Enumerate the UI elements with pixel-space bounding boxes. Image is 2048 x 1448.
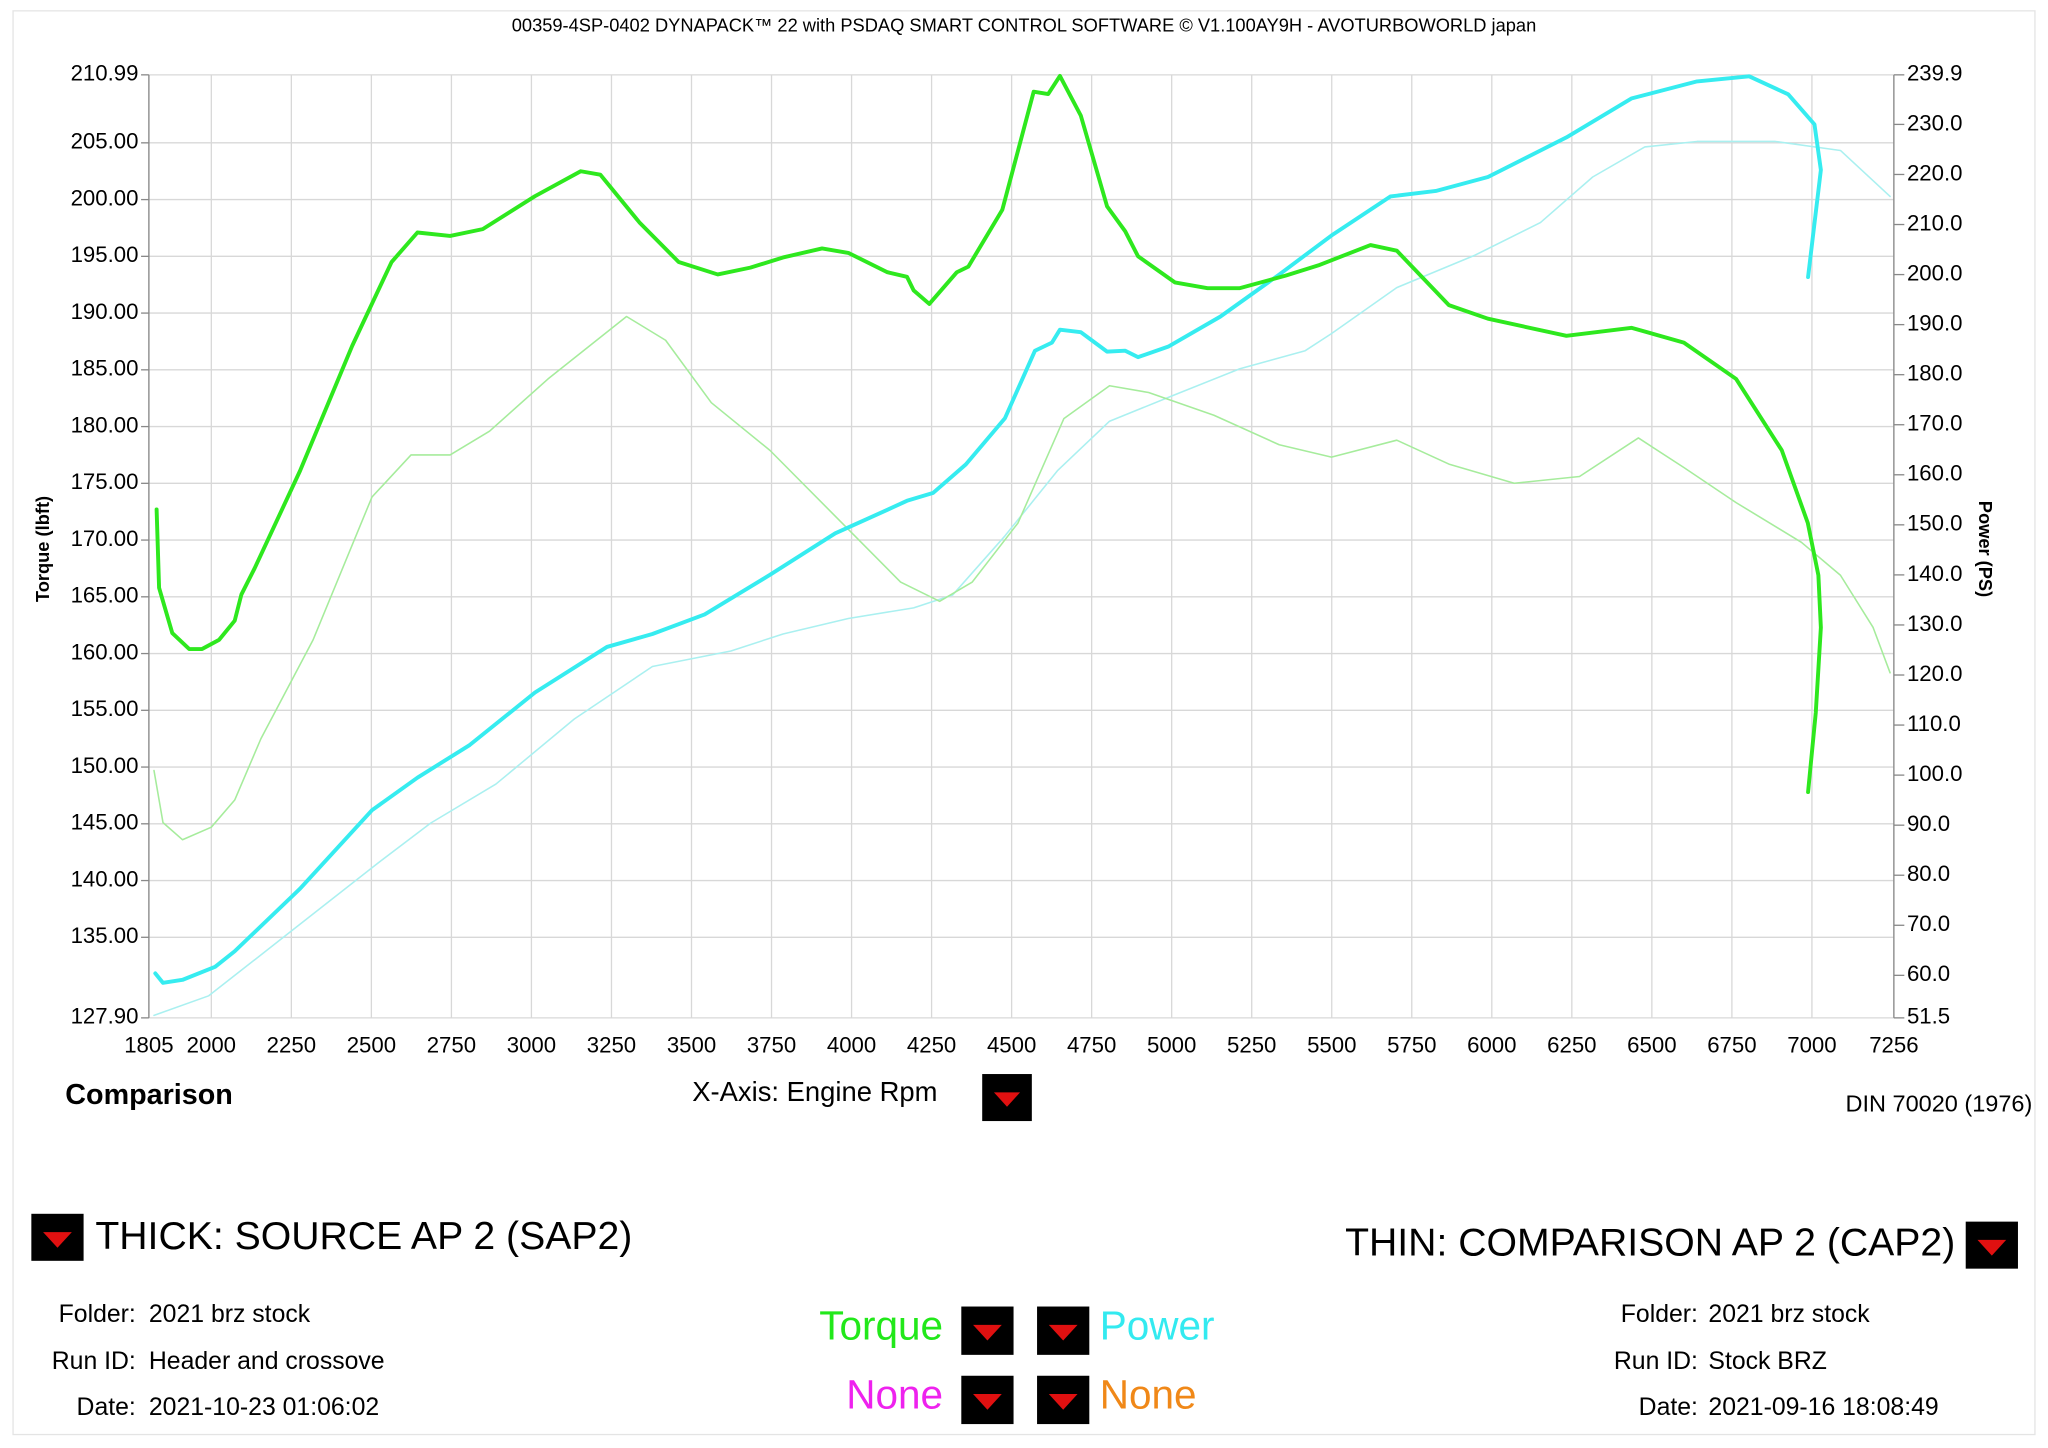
y-tick-label: 180.00	[71, 412, 139, 437]
y2-tick-label: 90.0	[1907, 811, 1950, 836]
y-tick-label: 145.00	[71, 810, 139, 835]
channel-dropdown[interactable]	[1037, 1306, 1090, 1355]
y2-tick-label: 130.0	[1907, 611, 1963, 636]
y-tick-label: 170.00	[71, 526, 139, 551]
y2-tick-label: 150.0	[1907, 511, 1963, 536]
channel-label: Power	[1100, 1302, 1215, 1348]
x-tick-label: 7256	[1869, 1032, 1918, 1057]
y2-tick-label: 200.0	[1907, 260, 1963, 285]
x-tick-label: 3500	[667, 1032, 716, 1057]
field-label: Run ID:	[52, 1348, 136, 1375]
x-tick-label: 6000	[1467, 1032, 1516, 1057]
comparison-title: THIN: COMPARISON AP 2 (CAP2)	[1345, 1221, 1955, 1264]
series-line	[154, 73, 1823, 795]
field-value: Stock BRZ	[1708, 1348, 1827, 1375]
field-label: Folder:	[1621, 1301, 1698, 1328]
y2-tick-label: 190.0	[1907, 310, 1963, 335]
series-line	[153, 140, 1891, 1017]
y2-tick-label: 120.0	[1907, 661, 1963, 686]
y2-tick-label: 60.0	[1907, 961, 1950, 986]
x-tick-label: 2000	[187, 1032, 236, 1057]
y-tick-label: 155.00	[71, 696, 139, 721]
channel-dropdown[interactable]	[961, 1375, 1014, 1425]
y-tick-label: 185.00	[71, 356, 139, 381]
x-tick-label: 6500	[1627, 1032, 1676, 1057]
channel-label: None	[1100, 1372, 1197, 1418]
x-axis-title: X-Axis: Engine Rpm	[692, 1076, 937, 1107]
y-tick-label: 200.00	[71, 185, 139, 210]
y2-tick-label: 180.0	[1907, 361, 1963, 386]
y2-tick-label: 210.0	[1907, 210, 1963, 235]
y-tick-label: 175.00	[71, 469, 139, 494]
y2-tick-label: 220.0	[1907, 160, 1963, 185]
y2-tick-label: 160.0	[1907, 461, 1963, 486]
field-value: 2021-09-16 18:08:49	[1708, 1394, 1938, 1421]
y-tick-label: 165.00	[71, 583, 139, 608]
field-value: 2021 brz stock	[149, 1301, 311, 1328]
field-value: 2021 brz stock	[1708, 1301, 1870, 1328]
y-tick-label: 210.99	[71, 61, 139, 86]
source-title: THICK: SOURCE AP 2 (SAP2)	[95, 1215, 632, 1258]
chart-title: 00359-4SP-0402 DYNAPACK™ 22 with PSDAQ S…	[512, 14, 1536, 35]
x-tick-label: 5750	[1387, 1032, 1436, 1057]
x-tick-label: 5250	[1227, 1032, 1276, 1057]
x-tick-label: 2500	[347, 1032, 396, 1057]
y-tick-label: 140.00	[71, 866, 139, 891]
x-tick-label: 6750	[1707, 1032, 1756, 1057]
field-label: Date:	[77, 1394, 136, 1421]
mode-label: Comparison	[65, 1079, 233, 1111]
y2-tick-label: 140.0	[1907, 561, 1963, 586]
source-dropdown[interactable]	[31, 1213, 84, 1261]
y2-tick-label: 51.5	[1907, 1004, 1950, 1029]
x-tick-label: 2250	[267, 1032, 316, 1057]
comparison-dropdown[interactable]	[1965, 1221, 2018, 1269]
x-tick-label: 7000	[1787, 1032, 1836, 1057]
field-value: Header and crossove	[149, 1348, 385, 1375]
x-axis-dropdown[interactable]	[982, 1074, 1032, 1122]
x-tick-label: 2750	[427, 1032, 476, 1057]
series-line	[153, 315, 1891, 841]
channel-dropdown[interactable]	[1037, 1375, 1090, 1425]
x-tick-label: 3250	[587, 1032, 636, 1057]
x-tick-label: 1805	[124, 1032, 173, 1057]
standard-label: DIN 70020 (1976)	[1846, 1091, 2033, 1117]
channel-dropdown[interactable]	[961, 1306, 1014, 1355]
x-tick-label: 5000	[1147, 1032, 1196, 1057]
y2-tick-label: 100.0	[1907, 761, 1963, 786]
x-tick-label: 4500	[987, 1032, 1036, 1057]
y-axis-title: Torque (lbft)	[32, 496, 53, 602]
x-tick-label: 6250	[1547, 1032, 1596, 1057]
x-tick-label: 4250	[907, 1032, 956, 1057]
series-line	[153, 74, 1823, 985]
y-tick-label: 205.00	[71, 129, 139, 154]
x-tick-label: 5500	[1307, 1032, 1356, 1057]
field-label: Run ID:	[1614, 1348, 1698, 1375]
channel-label: Torque	[819, 1302, 943, 1348]
x-tick-label: 3000	[507, 1032, 556, 1057]
field-label: Date:	[1639, 1394, 1698, 1421]
frame	[12, 10, 2036, 1436]
y-tick-label: 195.00	[71, 242, 139, 267]
y2-axis-title: Power (PS)	[1975, 501, 1996, 597]
y-tick-label: 190.00	[71, 299, 139, 324]
y2-tick-label: 239.9	[1907, 61, 1963, 86]
y2-tick-label: 170.0	[1907, 411, 1963, 436]
field-value: 2021-10-23 01:06:02	[149, 1394, 379, 1421]
x-tick-label: 4750	[1067, 1032, 1116, 1057]
y2-tick-label: 110.0	[1907, 711, 1961, 736]
y-tick-label: 127.90	[71, 1004, 139, 1029]
x-tick-label: 3750	[747, 1032, 796, 1057]
y-tick-label: 150.00	[71, 753, 139, 778]
channel-label: None	[846, 1372, 943, 1418]
field-label: Folder:	[59, 1301, 136, 1328]
y2-tick-label: 230.0	[1907, 110, 1963, 135]
y-tick-label: 160.00	[71, 639, 139, 664]
y-tick-label: 135.00	[71, 923, 139, 948]
y2-tick-label: 70.0	[1907, 911, 1950, 936]
x-tick-label: 4000	[827, 1032, 876, 1057]
y2-tick-label: 80.0	[1907, 861, 1950, 886]
